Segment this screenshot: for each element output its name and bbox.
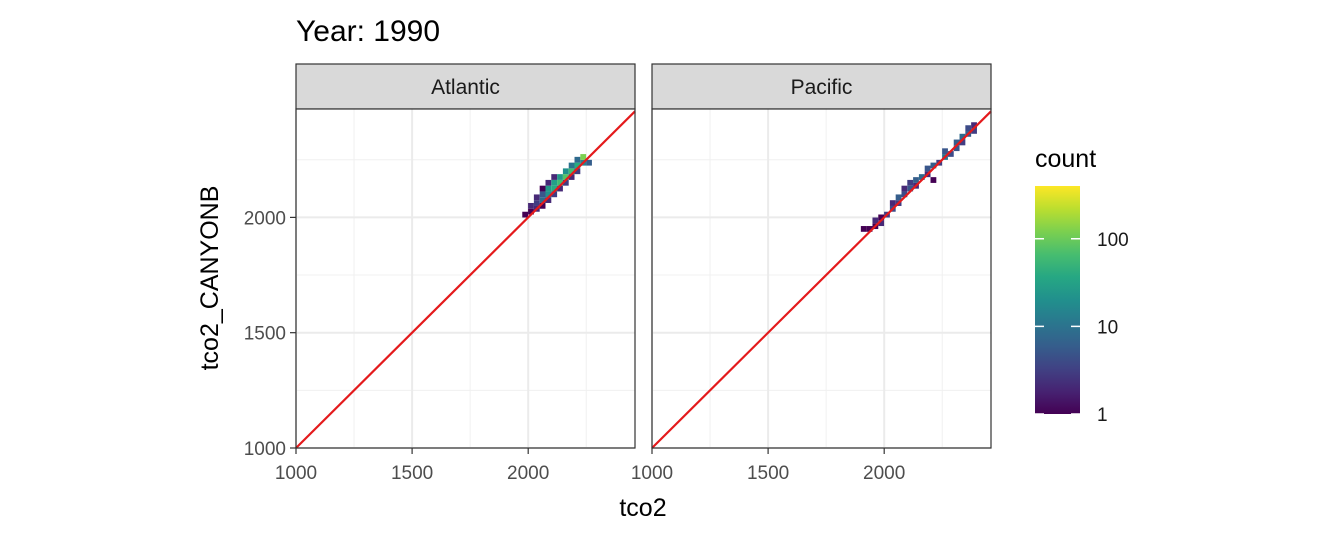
heatmap-bin (580, 154, 587, 160)
y-tick-label: 1000 (244, 439, 286, 460)
heatmap-bin (860, 226, 867, 232)
heatmap-bin (568, 174, 575, 180)
facet-strip (651, 63, 992, 110)
heatmap-bin (971, 128, 977, 134)
facet-strip-label: Pacific (791, 76, 853, 99)
heatmap-bin (586, 159, 592, 166)
legend-colorbar (1035, 186, 1080, 414)
heatmap-bin (918, 174, 925, 180)
heatmap-bin (539, 185, 546, 192)
heatmap-bin (545, 191, 552, 198)
heatmap-bin (545, 197, 552, 203)
panels-layer: Atlantic 1000 1500 2000 1000 1500 2000 Pacific 1… (244, 63, 992, 484)
heatmap-bin (971, 122, 977, 129)
reference-line (295, 110, 636, 449)
heatmap-bin (947, 151, 954, 157)
heatmap-bin (901, 191, 908, 198)
heatmap-bin (557, 179, 563, 186)
facet-panel-atlantic: Atlantic 1000 1500 2000 1000 1500 2000 (244, 63, 636, 484)
heatmap-bin (889, 200, 896, 206)
x-tick-label: 2000 (863, 463, 905, 484)
heatmap-bin (878, 220, 885, 227)
heatmap-bin (568, 168, 575, 175)
heatmap-bin (533, 194, 540, 201)
facet-panel-pacific: Pacific 1000 1500 2000 (631, 63, 992, 484)
legend: count 1 10 100 (1035, 145, 1129, 426)
heatmap-bin (528, 208, 534, 215)
x-axis-title: tco2 (619, 494, 666, 522)
heatmap-bin (528, 202, 534, 209)
heatmap-bin (901, 185, 908, 192)
heatmap-bin (866, 226, 873, 232)
heatmap-bin (562, 174, 569, 180)
heatmap-bin (959, 133, 966, 140)
panel-border (651, 108, 992, 449)
heatmap-bin (953, 139, 960, 146)
heatmap-bin (895, 194, 902, 201)
heatmap-bin (878, 214, 885, 221)
heatmap-bin (913, 177, 919, 183)
facet-strip-label: Atlantic (431, 76, 500, 99)
heatmap-bin (551, 191, 558, 198)
heatmap-bin (959, 139, 966, 146)
heatmap-bin (568, 162, 575, 169)
heatmap-bin (545, 179, 552, 186)
heatmap-bin (557, 185, 563, 192)
heatmap-bin (539, 191, 546, 198)
heatmap-bin (557, 174, 563, 180)
heatmap-bin (551, 185, 558, 192)
x-tick-label: 1000 (275, 463, 317, 484)
heatmap-bin (907, 179, 914, 186)
heatmap-bin (551, 179, 558, 186)
chart-title: Year: 1990 (296, 15, 440, 48)
heatmap-bin (574, 156, 581, 163)
y-tick-label: 1500 (244, 324, 286, 345)
heatmap-bin (562, 168, 569, 175)
y-axis-title: tco2_CANYONB (196, 186, 224, 371)
heatmap-bin (574, 162, 581, 169)
heatmap-bin (953, 145, 960, 152)
legend-break-label: 1 (1097, 405, 1108, 426)
heatmap-bin (562, 179, 569, 186)
heatmap-bin (533, 200, 540, 206)
heatmap-bin (924, 165, 931, 172)
y-tick-label: 2000 (244, 208, 286, 229)
legend-title: count (1035, 145, 1096, 173)
heatmap-bin (930, 177, 937, 183)
panel-border (295, 108, 636, 449)
legend-break-label: 100 (1097, 230, 1129, 251)
facet-strip (295, 63, 636, 110)
heatmap-bin (872, 217, 879, 224)
heatmap-bin (545, 185, 552, 192)
x-tick-label: 1500 (747, 463, 789, 484)
x-tick-label: 1000 (631, 463, 673, 484)
x-tick-label: 2000 (507, 463, 549, 484)
heatmap-bin (539, 202, 546, 209)
heatmap-bin (574, 168, 581, 175)
heatmap-bin (930, 162, 937, 169)
reference-line (651, 110, 992, 449)
x-tick-label: 1500 (391, 463, 433, 484)
heatmap-bin (522, 211, 529, 218)
heatmap-bin (539, 197, 546, 203)
heatmap-bin (907, 185, 914, 192)
heatmap-bin (965, 125, 972, 132)
heatmap-bin (942, 148, 948, 155)
legend-break-label: 10 (1097, 317, 1118, 338)
heatmap-bin (551, 174, 558, 180)
